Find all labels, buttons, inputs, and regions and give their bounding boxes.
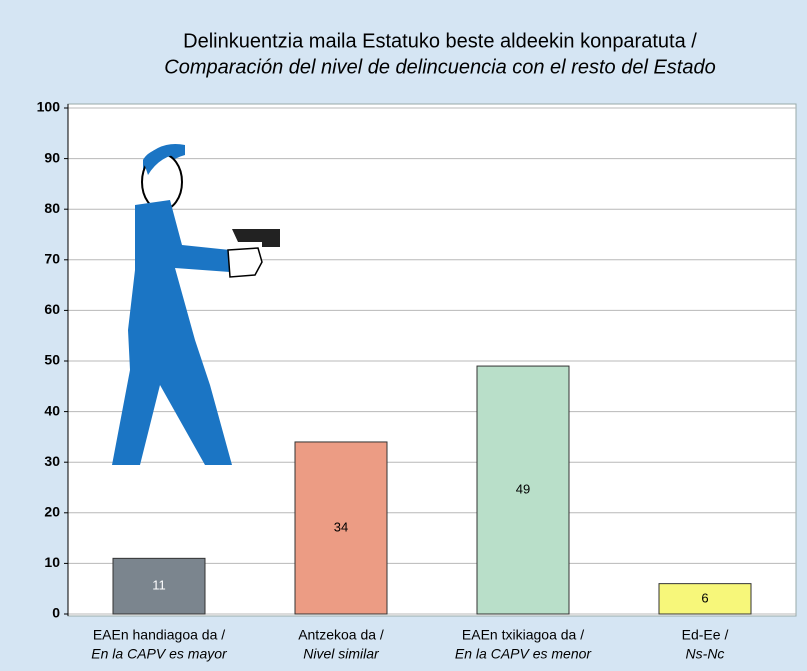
chart-subtitle: Comparación del nivel de delincuencia co… [164,56,715,78]
x-tick-label: Antzekoa da / [298,627,384,643]
value-label: 11 [152,578,166,593]
x-tick-label-secondary: Nivel similar [303,646,380,662]
x-tick-label-secondary: Ns-Nc [686,646,725,662]
chart: Delinkuentzia maila Estatuko beste aldee… [0,0,807,671]
value-label: 34 [334,519,348,534]
chart-title: Delinkuentzia maila Estatuko beste aldee… [183,30,697,52]
x-tick-label: EAEn txikiagoa da / [462,627,584,643]
y-tick-label: 60 [44,301,60,317]
y-tick-label: 20 [44,504,60,520]
y-tick-label: 70 [44,251,60,267]
y-tick-label: 30 [44,453,60,469]
y-tick-label: 100 [37,99,61,115]
value-label: 6 [701,590,708,605]
x-tick-label-secondary: En la CAPV es menor [455,646,593,662]
y-tick-label: 10 [44,554,60,570]
x-tick-label: EAEn handiagoa da / [93,627,225,643]
y-tick-label: 50 [44,352,60,368]
x-tick-label-secondary: En la CAPV es mayor [91,646,228,662]
y-tick-label: 90 [44,149,60,165]
y-tick-label: 0 [52,605,60,621]
value-label: 49 [516,481,530,496]
x-tick-label: Ed-Ee / [682,627,729,643]
y-tick-label: 40 [44,402,60,418]
y-tick-label: 80 [44,200,60,216]
